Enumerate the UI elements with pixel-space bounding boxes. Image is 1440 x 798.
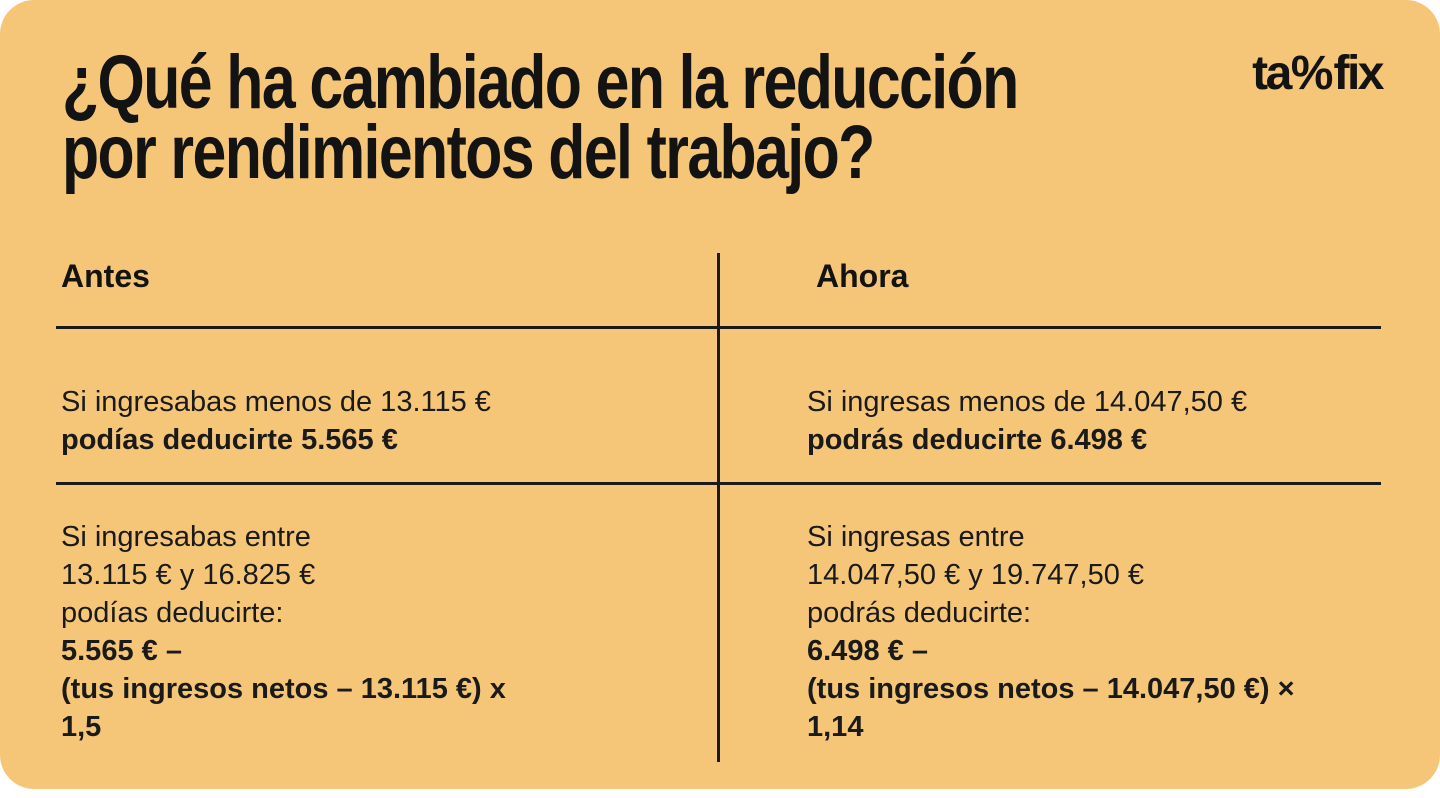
logo-text-post: fix <box>1333 47 1384 100</box>
cell-ahora-row2: Si ingresas entre 14.047,50 € y 19.747,5… <box>807 518 1295 746</box>
ahora-row1-deduction: podrás deducirte 6.498 € <box>807 424 1148 456</box>
column-header-antes: Antes <box>61 258 150 294</box>
taxfix-logo: ta%fix <box>1252 46 1384 101</box>
page-title: ¿Qué ha cambiado en la reducción por ren… <box>62 40 1257 195</box>
logo-text-pre: ta <box>1252 47 1292 100</box>
column-header-ahora: Ahora <box>816 258 909 294</box>
cell-ahora-row1: Si ingresas menos de 14.047,50 € podrás … <box>807 383 1247 459</box>
column-divider <box>717 253 720 762</box>
ahora-row2-formula-line-3: 1,14 <box>807 711 864 743</box>
ahora-row2-range-line: 14.047,50 € y 19.747,50 € <box>807 559 1145 591</box>
ahora-row1-condition: Si ingresas menos de 14.047,50 € <box>807 386 1248 418</box>
title-line-2: por rendimientos del trabajo? <box>62 110 875 195</box>
title-line-1: ¿Qué ha cambiado en la reducción <box>62 40 1019 125</box>
ahora-row2-formula-line-1: 6.498 € – <box>807 635 928 667</box>
antes-row2-deduct-label: podías deducirte: <box>61 597 284 629</box>
antes-row2-formula-line-3: 1,5 <box>61 711 102 743</box>
antes-row1-condition: Si ingresabas menos de 13.115 € <box>61 386 491 418</box>
ahora-row2-deduct-label: podrás deducirte: <box>807 597 1032 629</box>
ahora-row2-formula-line-2: (tus ingresos netos – 14.047,50 €) × <box>807 673 1295 705</box>
antes-row2-formula-line-1: 5.565 € – <box>61 635 182 667</box>
logo-x-glyph: % <box>1290 47 1334 100</box>
antes-row2-condition-line: Si ingresabas entre <box>61 521 311 553</box>
ahora-row2-condition-line: Si ingresas entre <box>807 521 1025 553</box>
antes-row2-formula-line-2: (tus ingresos netos – 13.115 €) x <box>61 673 506 705</box>
cell-antes-row1: Si ingresabas menos de 13.115 € podías d… <box>61 383 491 459</box>
antes-row1-deduction: podías deducirte 5.565 € <box>61 424 398 456</box>
antes-row2-range-line: 13.115 € y 16.825 € <box>61 559 316 591</box>
cell-antes-row2: Si ingresabas entre 13.115 € y 16.825 € … <box>61 518 506 746</box>
